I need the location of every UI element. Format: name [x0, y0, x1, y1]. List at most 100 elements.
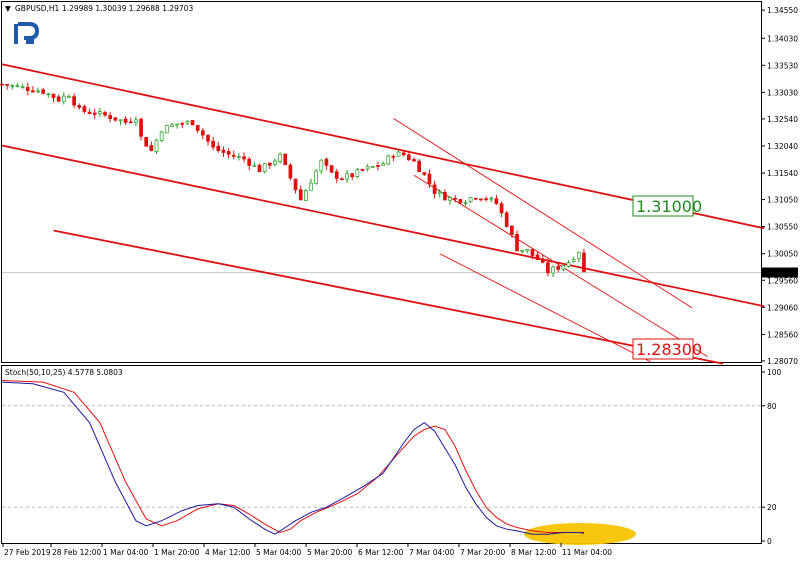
candle-body: [201, 130, 205, 136]
candle-body: [72, 96, 76, 106]
candle-body: [479, 198, 483, 201]
candle-body: [118, 119, 123, 122]
candle-body: [355, 169, 360, 177]
r-logo-icon: [14, 22, 40, 44]
candle-body: [211, 140, 215, 148]
candle-body: [226, 151, 231, 155]
time-tick-label: 1 Mar 04:00: [103, 548, 149, 557]
candle-body: [407, 154, 411, 161]
candle-body: [329, 165, 334, 173]
candle-body: [319, 159, 324, 172]
time-tick-label: 8 Mar 12:00: [511, 548, 557, 557]
candle-body: [427, 173, 432, 185]
candle-body: [242, 156, 246, 160]
oversold-highlight: [524, 523, 636, 545]
candle-body: [36, 90, 40, 93]
candle-body: [576, 252, 581, 260]
candle-body: [422, 172, 427, 175]
candle-body: [97, 111, 102, 115]
candle-body: [0, 83, 4, 86]
candle-body: [273, 160, 277, 165]
candle-body: [535, 254, 540, 260]
candle-body: [185, 120, 190, 124]
candle-body: [15, 85, 20, 88]
candle-body: [566, 262, 571, 267]
candle-body: [448, 197, 452, 201]
channel-line-main-lower: [53, 229, 724, 365]
target-resistance-box: [632, 195, 694, 217]
time-tick-label: 11 Mar 04:00: [562, 548, 612, 557]
symbol-label: GBPUSD,H1: [15, 4, 60, 13]
candle-body: [468, 197, 473, 202]
stoch-d-line: [1, 380, 585, 534]
candle-body: [510, 225, 514, 235]
channel-line-local-lower: [439, 253, 652, 363]
candle-body: [370, 166, 375, 168]
candle-body: [164, 125, 169, 134]
current-price-label: 1.29703: [766, 269, 797, 278]
stoch-tick-label: 0: [767, 537, 772, 546]
price-tick-label: 1.34550: [767, 6, 798, 15]
candle-body: [314, 170, 318, 184]
candle-body: [190, 120, 195, 126]
candle-body: [134, 119, 138, 124]
candle-body: [195, 125, 200, 131]
candle-body: [499, 203, 504, 214]
current-price-box: [762, 267, 798, 278]
candle-body: [67, 96, 71, 98]
candle-body: [82, 106, 87, 112]
candle-body: [247, 158, 252, 166]
candle-body: [489, 197, 494, 200]
candle-body: [334, 171, 339, 179]
price-tick-label: 1.28070: [767, 357, 798, 366]
price-tick-label: 1.33030: [767, 88, 798, 97]
candle-body: [298, 189, 303, 201]
candle-body: [484, 198, 488, 201]
candle-body: [437, 191, 442, 194]
time-tick-label: 4 Mar 12:00: [205, 548, 251, 557]
symbol-dropdown-icon[interactable]: ▼: [5, 4, 11, 13]
time-tick-label: 7 Mar 04:00: [409, 548, 455, 557]
time-tick-label: 28 Feb 12:00: [52, 548, 101, 557]
candle-body: [309, 182, 313, 191]
price-tick-label: 1.32540: [767, 115, 798, 124]
candle-body: [412, 159, 416, 162]
candle-body: [51, 93, 56, 99]
candle-body: [515, 234, 519, 252]
candle-body: [520, 249, 525, 252]
candle-body: [365, 165, 370, 170]
candle-body: [391, 155, 396, 158]
candle-body: [401, 152, 406, 156]
candle-body: [432, 184, 437, 194]
candle-body: [530, 249, 535, 256]
candle-body: [175, 123, 179, 126]
candle-body: [350, 173, 355, 178]
candle-body: [278, 153, 282, 163]
candle-body: [283, 153, 288, 165]
stoch-k-line: [1, 381, 585, 535]
candle-body: [571, 259, 576, 262]
candle-body: [113, 117, 118, 121]
price-tick-label: 1.31050: [767, 196, 798, 205]
candle-body: [149, 145, 154, 151]
candle-body: [473, 197, 478, 200]
candle-body: [443, 191, 447, 201]
time-tick-label: 5 Mar 04:00: [256, 548, 302, 557]
candle-body: [144, 136, 149, 147]
candle-body: [123, 118, 128, 123]
candle-body: [376, 165, 380, 167]
candle-body: [56, 96, 61, 102]
candle-body: [494, 198, 499, 204]
price-tick-label: 1.32040: [767, 142, 798, 151]
candle-body: [546, 262, 550, 274]
time-tick-label: 7 Mar 20:00: [460, 548, 506, 557]
candle-body: [340, 178, 344, 181]
time-tick-label: 1 Mar 20:00: [154, 548, 200, 557]
candle-body: [221, 149, 226, 153]
candle-body: [293, 178, 298, 191]
candle-body: [551, 266, 555, 274]
candle-body: [61, 95, 66, 102]
candle-body: [231, 154, 236, 157]
price-tick-label: 1.28560: [767, 330, 798, 339]
